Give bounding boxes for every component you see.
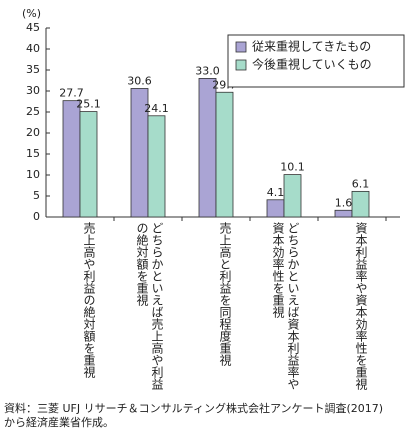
source-note: 資料：三菱 UFJ リサーチ＆コンサルティング株式会社アンケート調査(2017) — [4, 402, 384, 415]
legend-label: 従来重視してきたもの — [252, 39, 371, 54]
bar — [215, 91, 234, 218]
value-label: 27.7 — [59, 87, 84, 100]
y-tick-label: 30 — [26, 84, 40, 97]
bar — [283, 174, 302, 218]
x-tick-label: 資本利益率や資本効率性を重視 — [354, 222, 368, 390]
bar — [79, 111, 98, 218]
legend-swatch — [235, 59, 247, 71]
legend-swatch — [235, 41, 247, 53]
bar — [147, 115, 166, 218]
bar — [351, 190, 370, 218]
value-label: 24.1 — [144, 102, 169, 115]
bar — [334, 209, 353, 218]
y-tick-label: 20 — [26, 126, 40, 139]
source-note: から経済産業省作成。 — [4, 416, 114, 428]
bar — [62, 100, 81, 218]
y-tick-label: 10 — [26, 168, 40, 181]
value-label: 33.0 — [195, 64, 220, 77]
value-label: 10.1 — [280, 161, 305, 174]
x-tick-label: どちらかといえば売上高や利益の絶対額を重視 — [135, 222, 164, 390]
y-tick-label: 40 — [26, 42, 40, 55]
y-tick-label: 5 — [33, 189, 40, 202]
y-tick-label: 35 — [26, 63, 40, 76]
y-tick-label: 15 — [26, 147, 40, 160]
legend-box — [227, 34, 405, 88]
bar — [266, 199, 285, 218]
value-label: 30.6 — [127, 74, 152, 87]
x-tick-label: 売上高と利益を同程度重視 — [218, 222, 232, 366]
value-label: 1.6 — [335, 196, 353, 209]
y-tick-label: 0 — [33, 210, 40, 223]
value-label: 4.1 — [267, 186, 285, 199]
y-axis-label: (%) — [22, 7, 41, 20]
y-tick-label: 45 — [26, 21, 40, 34]
value-label: 6.1 — [352, 177, 370, 190]
bar — [198, 78, 217, 218]
x-tick-label: どちらかといえば資本利益率や資本効率性を重視 — [271, 222, 300, 390]
y-tick-label: 25 — [26, 105, 40, 118]
legend-label: 今後重視していくもの — [252, 57, 372, 72]
x-tick-label: 売上高や利益の絶対額を重視 — [82, 222, 96, 378]
value-label: 25.1 — [76, 98, 101, 111]
